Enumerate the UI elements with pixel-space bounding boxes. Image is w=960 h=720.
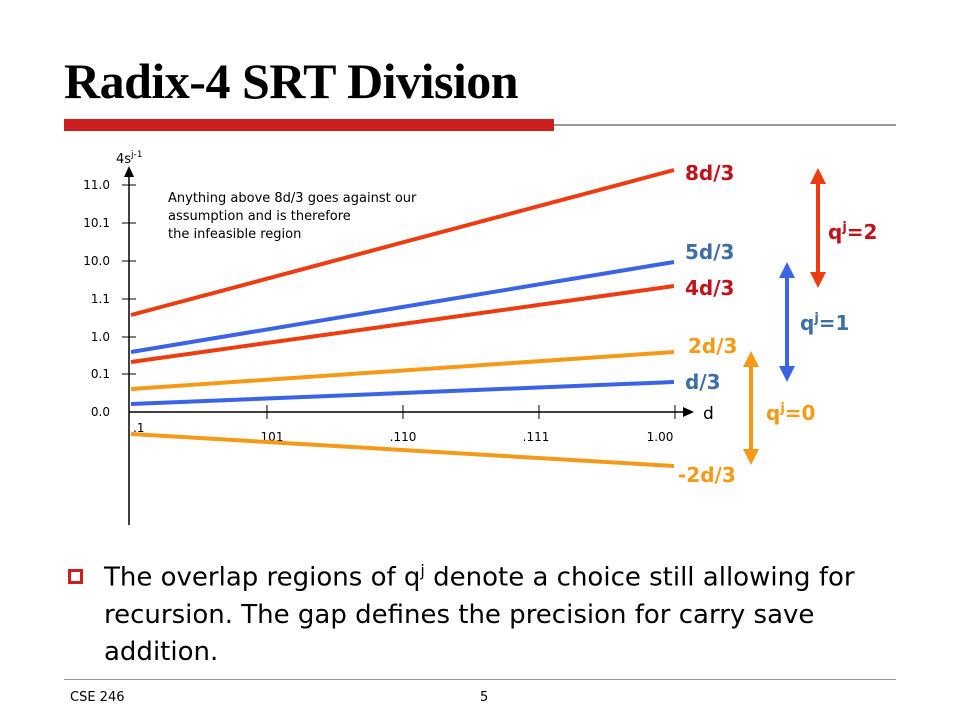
x-axis-arrowhead — [683, 407, 694, 417]
footer-page-number: 5 — [480, 690, 489, 705]
slide-title: Radix-4 SRT Division — [64, 53, 519, 109]
region-arrow-q1 — [779, 262, 795, 382]
label-4d3: 4d/3 — [685, 276, 734, 300]
y-ticks: 11.0 10.1 10.0 1.1 1.0 0.1 0.0 — [83, 178, 136, 419]
y-tick-label: 10.0 — [83, 254, 110, 268]
y-tick-label: 1.0 — [91, 330, 110, 344]
footer-course: CSE 246 — [70, 690, 125, 705]
bullet-sup: j — [420, 561, 425, 580]
label-8d3: 8d/3 — [685, 161, 734, 185]
region-label-q2: qj=2 — [828, 220, 877, 244]
region-arrow-q0 — [743, 351, 759, 465]
label-2d3: 2d/3 — [688, 334, 737, 358]
y-tick-label: 0.0 — [91, 405, 110, 419]
line-4d3 — [130, 284, 675, 364]
bullet-text-before: The overlap regions of q — [104, 562, 421, 593]
label-neg2d3: -2d/3 — [678, 463, 736, 487]
footer-rule — [64, 679, 896, 680]
x-tick-label: .1 — [133, 421, 144, 435]
line-2d3 — [130, 350, 675, 391]
y-tick-label: 11.0 — [83, 178, 110, 192]
region-label-q1: qj=1 — [800, 311, 849, 335]
label-d3: d/3 — [685, 370, 721, 394]
title-underline-red — [64, 119, 554, 131]
x-tick-label: .111 — [523, 430, 550, 444]
bullet-square-icon — [68, 568, 83, 584]
line-neg2d3 — [130, 432, 675, 468]
region-label-q0: qj=0 — [766, 401, 815, 425]
bullet-point: The overlap regions of qj denote a choic… — [68, 552, 924, 671]
x-tick-label: 1.00 — [647, 430, 674, 444]
title-underline-gray — [554, 124, 896, 126]
line-5d3 — [130, 260, 675, 354]
y-tick-label: 10.1 — [83, 216, 110, 230]
y-tick-label: 1.1 — [91, 292, 110, 306]
x-axis-label: d — [703, 404, 714, 424]
y-tick-label: 0.1 — [91, 367, 110, 381]
x-ticks: .1 101 .110 .111 1.00 — [133, 405, 676, 444]
bullet-text-after: denote a choice still allowing for recur… — [104, 562, 855, 667]
infeasible-note: Anything above 8d/3 goes against our ass… — [168, 191, 421, 242]
y-axis-label: 4sj-1 — [116, 150, 143, 167]
label-5d3: 5d/3 — [685, 240, 734, 264]
region-arrow-q2 — [810, 168, 826, 288]
x-tick-label: .110 — [390, 430, 417, 444]
y-axis-arrowhead — [124, 166, 134, 177]
line-8d3 — [130, 168, 675, 317]
line-d3 — [130, 380, 675, 406]
